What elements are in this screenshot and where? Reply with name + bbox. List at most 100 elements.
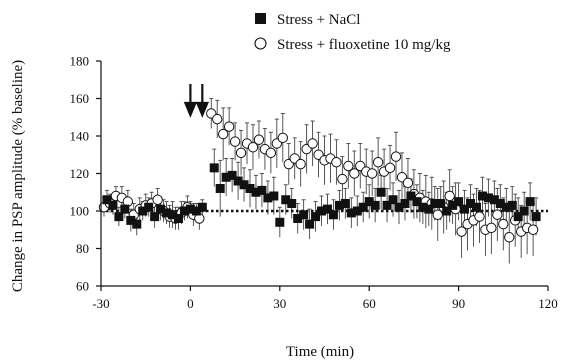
data-point-stress-nacl [448, 200, 458, 210]
y-tick-label: 60 [76, 279, 89, 294]
data-point-stress-fluoxetine [390, 151, 402, 162]
data-point-stress-nacl [382, 200, 392, 210]
y-tick-label: 160 [70, 91, 90, 106]
legend-marker-stress-nacl [255, 13, 266, 24]
data-point-stress-fluoxetine [337, 173, 348, 185]
data-point-stress-fluoxetine [444, 190, 455, 202]
data-point-stress-nacl [156, 204, 166, 214]
data-point-stress-nacl [191, 206, 201, 216]
data-point-stress-nacl [150, 212, 160, 222]
data-point-stress-fluoxetine [253, 134, 265, 145]
data-point-stress-fluoxetine [504, 232, 515, 243]
data-point-stress-nacl [245, 184, 255, 193]
legend-label-stress-nacl: Stress + NaCl [277, 12, 360, 28]
x-tick-label: 30 [273, 296, 286, 311]
data-point-stress-nacl [358, 202, 368, 212]
data-point-stress-nacl [442, 206, 452, 216]
y-axis-label: Change in PSP amplitude (% baseline) [10, 60, 26, 292]
data-point-stress-nacl [424, 204, 434, 214]
data-point-stress-nacl [114, 212, 124, 222]
x-tick-label: -30 [92, 296, 109, 311]
data-point-stress-nacl [126, 215, 136, 225]
data-point-stress-nacl [495, 199, 505, 208]
data-point-stress-nacl [346, 208, 356, 218]
data-point-stress-fluoxetine [372, 157, 384, 168]
data-point-stress-nacl [501, 202, 511, 212]
data-point-stress-fluoxetine [217, 128, 229, 140]
data-point-stress-fluoxetine [223, 121, 235, 132]
error-bar-layer [101, 98, 539, 264]
data-point-stress-nacl [460, 204, 470, 214]
legend: Stress + NaCl Stress + fluoxetine 10 mg/… [254, 12, 451, 53]
data-point-stress-nacl [430, 199, 440, 208]
y-tick-label: 100 [70, 204, 90, 219]
data-point-stress-nacl [293, 214, 303, 223]
data-point-stress-fluoxetine [235, 147, 247, 159]
data-point-stress-nacl [120, 204, 130, 214]
data-point-stress-nacl [168, 210, 178, 220]
data-point-stress-fluoxetine [366, 168, 378, 179]
y-tick-label: 80 [76, 241, 89, 256]
data-point-stress-nacl [477, 191, 487, 201]
data-point-stress-nacl [376, 187, 386, 197]
data-point-stress-fluoxetine [474, 211, 485, 222]
data-point-stress-nacl [311, 212, 321, 222]
data-point-stress-nacl [489, 195, 499, 205]
data-point-stress-nacl [322, 204, 332, 214]
data-point-stress-fluoxetine [152, 194, 163, 205]
data-point-stress-nacl [138, 206, 148, 216]
data-point-stress-nacl [454, 197, 464, 207]
data-point-stress-nacl [406, 191, 416, 201]
data-point-stress-nacl [239, 180, 249, 190]
data-point-stress-fluoxetine [247, 142, 259, 153]
data-point-stress-nacl [394, 202, 404, 212]
data-point-stress-nacl [370, 200, 380, 210]
data-point-stress-nacl [251, 187, 261, 197]
data-point-stress-nacl [269, 191, 279, 201]
data-point-stress-nacl [412, 197, 422, 207]
x-tick-label: 90 [452, 296, 465, 311]
data-point-stress-nacl [388, 195, 398, 205]
data-point-stress-fluoxetine [295, 158, 306, 170]
data-point-stress-nacl [209, 163, 219, 173]
data-point-stress-fluoxetine [492, 209, 503, 220]
data-point-stress-nacl [519, 206, 529, 216]
data-point-stress-nacl [483, 193, 493, 203]
data-point-stress-nacl [227, 170, 237, 180]
x-tick-label: 120 [538, 296, 558, 311]
data-point-stress-nacl [197, 202, 207, 212]
data-point-stress-nacl [328, 210, 338, 220]
data-point-stress-nacl [305, 219, 315, 229]
data-point-stress-nacl [507, 200, 517, 210]
data-point-stress-nacl [173, 214, 183, 223]
data-point-stress-nacl [340, 199, 350, 208]
application-arrow-head [183, 101, 198, 118]
data-point-stress-nacl [281, 195, 291, 205]
data-point-stress-nacl [400, 199, 410, 208]
data-point-stress-nacl [471, 202, 481, 212]
data-point-stress-fluoxetine [527, 224, 539, 235]
data-point-stress-nacl [513, 212, 523, 222]
data-point-stress-fluoxetine [277, 132, 288, 144]
data-point-stress-nacl [144, 202, 154, 212]
data-point-stress-nacl [317, 206, 327, 216]
data-point-stress-nacl [418, 202, 428, 212]
data-point-stress-nacl [257, 185, 267, 195]
x-axis-label: Time (min) [286, 344, 354, 360]
y-tick-label: 120 [70, 166, 90, 181]
data-point-stress-nacl [215, 184, 225, 193]
data-point-stress-nacl [466, 199, 476, 208]
data-point-stress-fluoxetine [456, 226, 467, 237]
application-arrow-head [195, 101, 209, 118]
data-point-stress-fluoxetine [486, 222, 497, 234]
data-point-stress-fluoxetine [229, 136, 241, 147]
data-point-stress-fluoxetine [384, 162, 396, 174]
x-tick-label: 60 [363, 296, 376, 311]
marker-layer [98, 108, 541, 243]
data-point-stress-nacl [132, 219, 142, 229]
legend-label-stress-fluoxetine: Stress + fluoxetine 10 mg/kg [277, 37, 451, 53]
y-tick-label: 180 [70, 54, 90, 69]
data-point-stress-fluoxetine [307, 138, 318, 149]
drug-application-arrows [183, 84, 209, 118]
